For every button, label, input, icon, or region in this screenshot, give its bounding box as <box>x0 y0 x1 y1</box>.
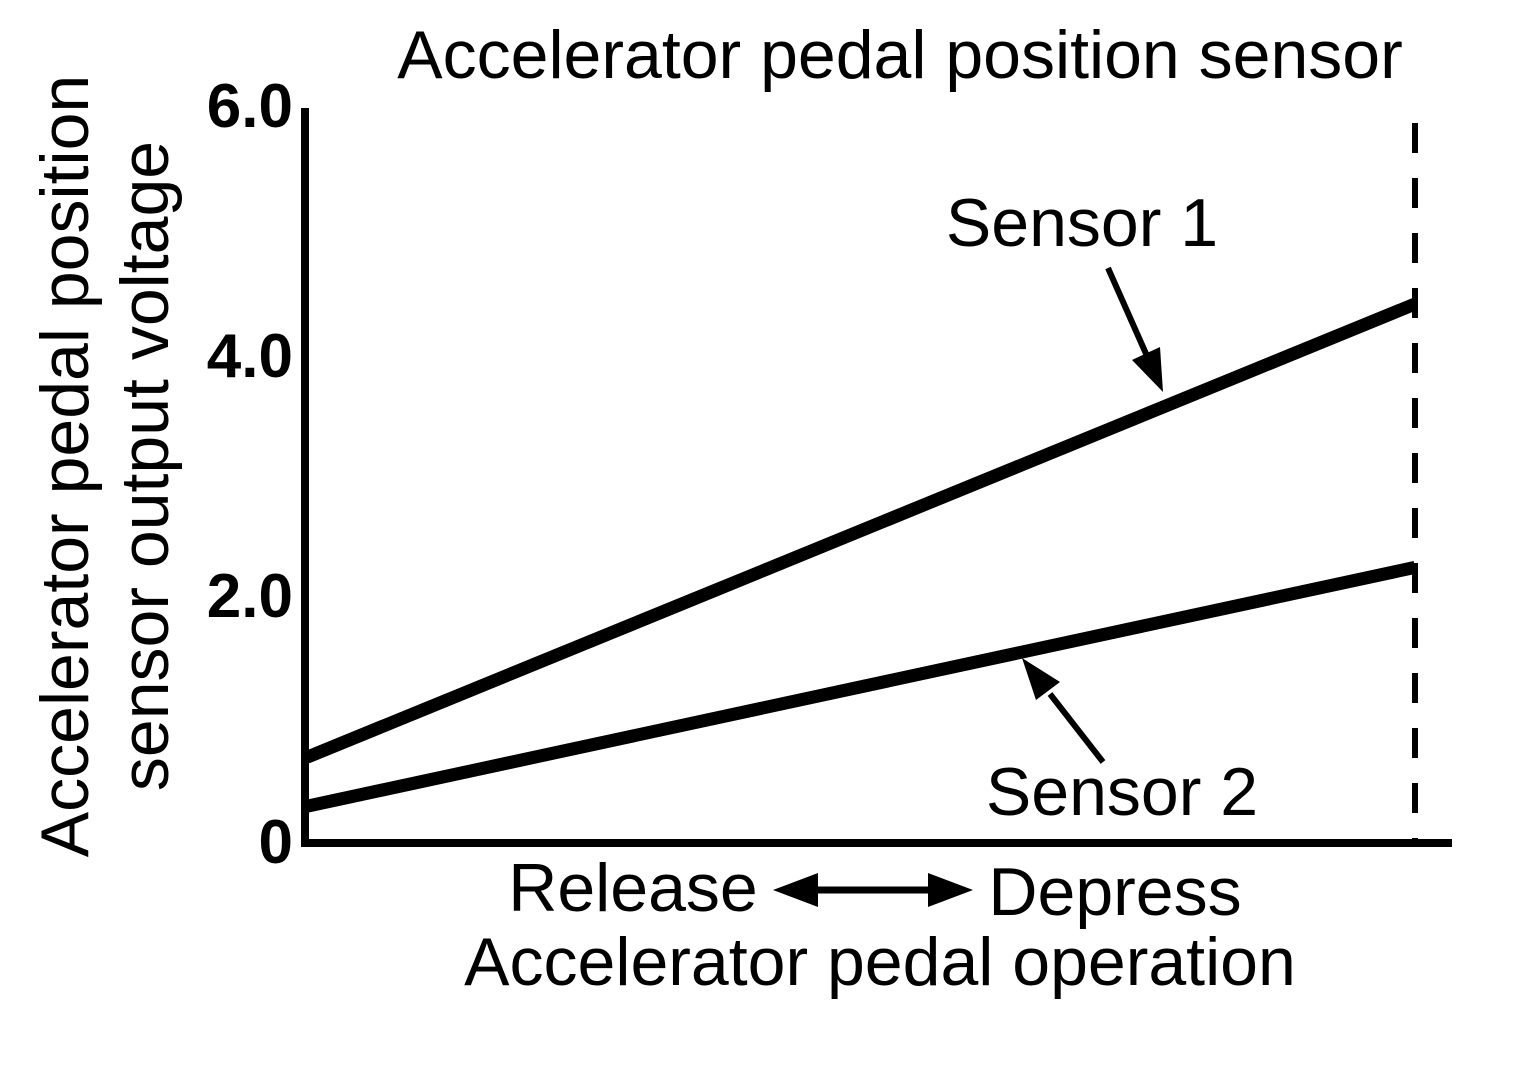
sensor2-label: Sensor 2 <box>985 754 1259 830</box>
x-axis-label: Accelerator pedal operation <box>464 924 1296 1000</box>
release-depress-double-arrow-icon <box>773 873 973 907</box>
release-label: Release <box>508 850 758 926</box>
sensor2-line <box>305 561 1417 813</box>
y-tick-6: 6.0 <box>206 72 293 141</box>
sensor1-arrow-icon <box>1105 266 1163 392</box>
y-tick-4: 4.0 <box>206 322 293 391</box>
chart-title: Accelerator pedal position sensor <box>397 17 1403 93</box>
y-tick-2: 2.0 <box>206 562 293 631</box>
sensor2-arrow-icon <box>1022 658 1106 764</box>
sensor1-label: Sensor 1 <box>945 185 1219 261</box>
y-tick-0: 0 <box>258 808 293 877</box>
sensor1-line <box>304 297 1418 764</box>
axes-lines <box>301 108 1452 847</box>
depress-label: Depress <box>988 854 1242 930</box>
